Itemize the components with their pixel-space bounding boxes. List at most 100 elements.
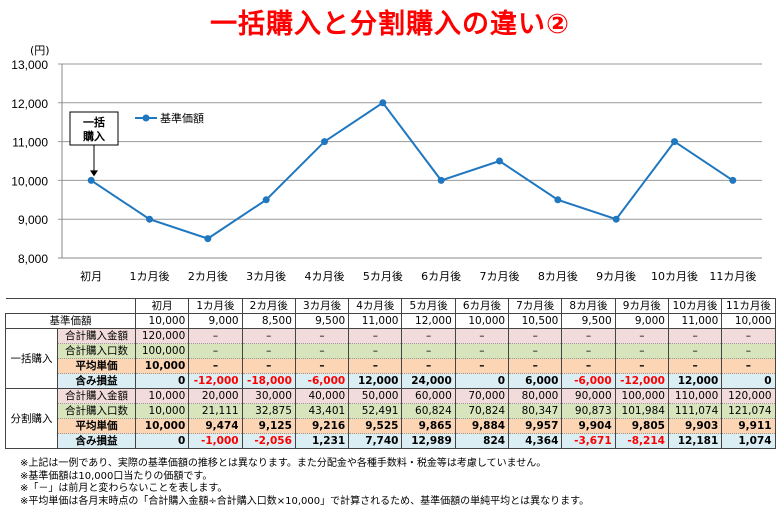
column-header: 初月 bbox=[134, 298, 190, 314]
table-row: 平均単価 10,000– – – – – – – – – – – bbox=[6, 358, 776, 374]
cell: 1,231 bbox=[294, 433, 350, 449]
cell: -18,000 bbox=[241, 373, 296, 389]
cell: – bbox=[508, 343, 563, 359]
cell: -12,000 bbox=[188, 373, 243, 389]
cell: 52,491 bbox=[348, 403, 403, 419]
y-tick-label: 8,000 bbox=[18, 252, 48, 266]
table-row: 合計購入口数 100,000– – – – – – – – – – – bbox=[6, 343, 776, 359]
cell: 9,911 bbox=[721, 418, 776, 434]
cell: – bbox=[561, 358, 616, 374]
cell: 40,000 bbox=[294, 388, 350, 404]
cell: -6,000 bbox=[294, 373, 350, 389]
corner-blank bbox=[5, 298, 136, 314]
table-row: 合計購入口数 10,000 21,111 32,875 43,401 52,491 60,8… bbox=[6, 403, 776, 419]
cell: – bbox=[721, 343, 776, 359]
data-point bbox=[146, 215, 153, 223]
annotation-text: 購入 bbox=[82, 129, 105, 143]
cell: – bbox=[614, 358, 669, 374]
cell: 9,474 bbox=[188, 418, 243, 434]
cell: 120,000 bbox=[134, 328, 190, 344]
column-header: 10カ月後 bbox=[667, 298, 723, 314]
cell: 111,074 bbox=[667, 403, 723, 419]
group-label: 一括購入 bbox=[5, 328, 58, 389]
table-row: 分割購入 合計購入金額 10,000 20,000 30,000 40,000 50,000… bbox=[5, 388, 776, 449]
cell: – bbox=[294, 358, 350, 374]
cell: 121,074 bbox=[721, 403, 776, 419]
cell: – bbox=[241, 343, 296, 359]
cell: – bbox=[188, 328, 243, 344]
cell: – bbox=[188, 343, 243, 359]
cell: 10,500 bbox=[508, 313, 563, 329]
x-tick-label: 1カ月後 bbox=[130, 269, 170, 283]
cell: 0 bbox=[721, 373, 776, 389]
cell: 30,000 bbox=[241, 388, 296, 404]
x-tick-label: 6カ月後 bbox=[421, 269, 461, 283]
cell: 10,000 bbox=[721, 313, 776, 329]
cell: – bbox=[348, 358, 403, 374]
cell: 9,216 bbox=[294, 418, 350, 434]
column-header: 8カ月後 bbox=[561, 298, 616, 314]
cell: 9,904 bbox=[561, 418, 616, 434]
cell: 101,984 bbox=[614, 403, 669, 419]
cell: 9,000 bbox=[614, 313, 669, 329]
cell: 12,000 bbox=[401, 313, 456, 329]
cell: 80,347 bbox=[508, 403, 563, 419]
cell: – bbox=[294, 328, 350, 344]
table-row: 一括購入 合計購入金額 120,000– – – – – – – – – – – bbox=[5, 328, 776, 389]
legend-marker bbox=[142, 114, 150, 122]
x-tick-label: 3カ月後 bbox=[246, 269, 286, 283]
table-row: 含み損益 0 -1,000 -2,056 1,231 7,740 12,989 824 4,36… bbox=[6, 433, 776, 449]
cell: 11,000 bbox=[348, 313, 403, 329]
cell: 11,000 bbox=[667, 313, 723, 329]
page-title: 一括購入と分割購入の違い② bbox=[210, 9, 570, 40]
cell: – bbox=[454, 328, 510, 344]
comparison-table: 初月 1カ月後 2カ月後 3カ月後 4カ月後 5カ月後 6カ月後 7カ月後 8カ月後 9カ月後 10… bbox=[5, 298, 776, 449]
cell: – bbox=[614, 328, 669, 344]
cell: 9,500 bbox=[294, 313, 350, 329]
cell: – bbox=[721, 328, 776, 344]
column-header: 9カ月後 bbox=[614, 298, 669, 314]
cell: 9,500 bbox=[561, 313, 616, 329]
column-header: 1カ月後 bbox=[188, 298, 243, 314]
data-point bbox=[496, 157, 503, 165]
cell: 1,074 bbox=[721, 433, 776, 449]
line-chart: 8,000 9,000 10,000 11,000 12,000 13,000(円) 初月 1… bbox=[11, 44, 762, 283]
x-tick-label: 初月 bbox=[80, 269, 102, 283]
annotation-box bbox=[69, 111, 119, 146]
column-header: 4カ月後 bbox=[348, 298, 403, 314]
cell: 0 bbox=[454, 373, 510, 389]
cell: – bbox=[561, 343, 616, 359]
y-tick-label: 11,000 bbox=[12, 136, 48, 150]
y-tick-label: 13,000 bbox=[11, 58, 48, 72]
cell: – bbox=[721, 358, 776, 374]
cell: 90,000 bbox=[561, 388, 616, 404]
cell: 0 bbox=[134, 433, 190, 449]
cell: 70,824 bbox=[454, 403, 510, 419]
column-header: 2カ月後 bbox=[241, 298, 296, 314]
cell: 110,000 bbox=[667, 388, 723, 404]
column-header: 7カ月後 bbox=[508, 298, 563, 314]
cell: – bbox=[614, 343, 669, 359]
column-header: 11カ月後 bbox=[721, 298, 776, 314]
cell: 24,000 bbox=[401, 373, 456, 389]
cell: 9,903 bbox=[667, 418, 723, 434]
legend-label: 基準価額 bbox=[160, 111, 204, 125]
cell: 90,873 bbox=[561, 403, 616, 419]
cell: – bbox=[454, 358, 510, 374]
cell: 10,000 bbox=[134, 313, 190, 329]
footnote: ※「－」は前月と変わらないことを表します。 bbox=[20, 483, 228, 494]
cell: 80,000 bbox=[508, 388, 563, 404]
cell: – bbox=[188, 358, 243, 374]
cell: 824 bbox=[454, 433, 510, 449]
header-row: 初月 1カ月後 2カ月後 3カ月後 4カ月後 5カ月後 6カ月後 7カ月後 8カ月後 9カ月後 10… bbox=[5, 298, 776, 314]
annotation-text: 一括 bbox=[83, 115, 105, 129]
cell: 10,000 bbox=[134, 403, 190, 419]
group-label: 分割購入 bbox=[5, 388, 58, 449]
data-point bbox=[612, 215, 620, 223]
cell: 60,824 bbox=[401, 403, 456, 419]
cell: 9,884 bbox=[454, 418, 510, 434]
x-tick-label: 11カ月後 bbox=[709, 269, 756, 283]
y-tick-label: 10,000 bbox=[11, 174, 48, 188]
cell: – bbox=[508, 328, 563, 344]
